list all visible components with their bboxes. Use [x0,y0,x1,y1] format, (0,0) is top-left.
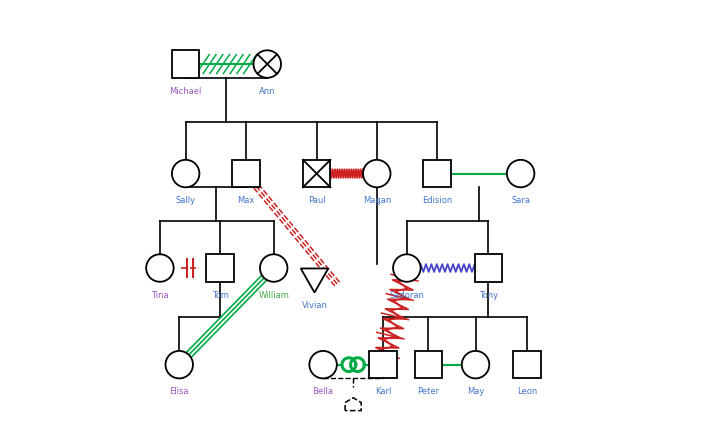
Text: Tom: Tom [211,290,228,299]
Circle shape [393,255,420,282]
Text: Karl: Karl [375,386,392,395]
Circle shape [166,351,193,378]
Text: William: William [258,290,289,299]
Text: Tony: Tony [479,290,498,299]
Bar [415,351,442,378]
Circle shape [260,255,287,282]
Circle shape [172,161,199,188]
Text: Paul: Paul [308,196,326,204]
Text: Sara: Sara [511,196,530,204]
Text: Sadoran: Sadoran [390,290,424,299]
Circle shape [462,351,489,378]
Text: Leon: Leon [517,386,537,395]
Text: Vivian: Vivian [302,301,327,309]
Bar [423,161,451,188]
Circle shape [146,255,173,282]
Text: Michael: Michael [169,86,202,95]
Text: Peter: Peter [417,386,439,395]
Circle shape [507,161,534,188]
Bar [172,51,199,79]
Circle shape [363,161,390,188]
Bar [369,351,397,378]
Polygon shape [345,398,362,411]
Text: Bella: Bella [312,386,333,395]
Circle shape [253,51,281,79]
Polygon shape [300,269,329,293]
Bar [303,161,331,188]
Text: Max: Max [237,196,254,204]
Circle shape [310,351,337,378]
Text: Elisa: Elisa [169,386,189,395]
Bar [513,351,541,378]
Text: Edision: Edision [422,196,452,204]
Text: Magan: Magan [363,196,391,204]
Bar [206,255,234,282]
Bar [232,161,260,188]
Text: Tina: Tina [151,290,168,299]
Text: May: May [467,386,484,395]
Text: Sally: Sally [176,196,196,204]
Text: Ann: Ann [259,86,275,95]
Bar [475,255,502,282]
